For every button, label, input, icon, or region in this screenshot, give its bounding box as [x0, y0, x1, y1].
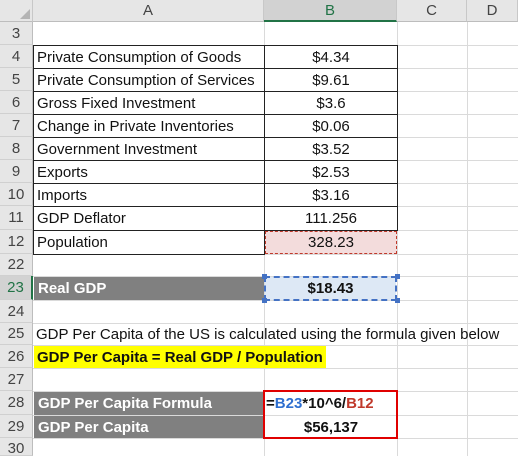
row-header[interactable]: 7	[0, 114, 33, 137]
result-value-cell[interactable]: $56,137	[303, 418, 359, 436]
table-value-cell[interactable]: $0.06	[264, 114, 398, 138]
column-header-a[interactable]: A	[33, 0, 264, 22]
real-gdp-value-cell[interactable]: $18.43	[265, 277, 396, 300]
selection-handle[interactable]	[262, 298, 267, 303]
table-value-cell[interactable]: 111.256	[264, 206, 398, 231]
formula-equals: =	[266, 395, 275, 412]
population-value-cell[interactable]: 328.23	[265, 231, 397, 254]
table-value-cell[interactable]: $9.61	[264, 68, 398, 92]
row-header[interactable]: 26	[0, 345, 33, 368]
table-label-cell[interactable]: Imports	[33, 183, 265, 207]
table-label-cell[interactable]: Private Consumption of Services	[33, 68, 265, 92]
table-value-cell[interactable]: $4.34	[264, 45, 398, 69]
reference-selection-outline	[264, 276, 397, 301]
table-value-cell[interactable]: $3.52	[264, 137, 398, 161]
column-header-c[interactable]: C	[397, 0, 467, 22]
row-header[interactable]: 8	[0, 137, 33, 160]
row-header[interactable]: 3	[0, 22, 33, 45]
row-header[interactable]: 5	[0, 68, 33, 91]
formula-heading: GDP Per Capita = Real GDP / Population	[34, 346, 326, 368]
note-text: GDP Per Capita of the US is calculated u…	[36, 325, 500, 343]
row-header[interactable]: 12	[0, 230, 33, 254]
row-header[interactable]: 29	[0, 415, 33, 438]
column-header-b[interactable]: B	[264, 0, 397, 22]
table-label-cell[interactable]: GDP Deflator	[33, 206, 265, 231]
row-header[interactable]: 10	[0, 183, 33, 206]
formula-label-cell[interactable]: GDP Per Capita Formula	[34, 392, 264, 415]
row-header[interactable]: 27	[0, 368, 33, 391]
formula-ref-b12: B12	[346, 395, 374, 412]
row-header[interactable]: 22	[0, 254, 33, 276]
table-label-cell[interactable]: Population	[33, 230, 265, 255]
table-value-cell[interactable]: $3.16	[264, 183, 398, 207]
row-header[interactable]: 11	[0, 206, 33, 230]
row-header[interactable]: 4	[0, 45, 33, 68]
formula-operator: *10^6/	[302, 395, 347, 412]
formula-ref-b23: B23	[274, 395, 303, 412]
row-header[interactable]: 25	[0, 323, 33, 345]
selection-handle[interactable]	[395, 274, 400, 279]
table-label-cell[interactable]: Government Investment	[33, 137, 265, 161]
row-header[interactable]: 9	[0, 160, 33, 183]
table-value-cell[interactable]: $2.53	[264, 160, 398, 184]
selection-handle[interactable]	[262, 274, 267, 279]
table-label-cell[interactable]: Change in Private Inventories	[33, 114, 265, 138]
formula-cell[interactable]: = B23 *10^6/B12	[266, 392, 396, 415]
row-header[interactable]: 6	[0, 91, 33, 114]
result-label-cell[interactable]: GDP Per Capita	[34, 416, 264, 438]
highlight-outline	[263, 390, 398, 439]
column-header-d[interactable]: D	[467, 0, 518, 22]
row-header[interactable]: 24	[0, 300, 33, 323]
table-label-cell[interactable]: Exports	[33, 160, 265, 184]
table-value-cell[interactable]: $3.6	[264, 91, 398, 115]
table-label-cell[interactable]: Private Consumption of Goods	[33, 45, 265, 69]
table-label-cell[interactable]: Gross Fixed Investment	[33, 91, 265, 115]
selection-handle[interactable]	[395, 298, 400, 303]
row-header[interactable]: 28	[0, 391, 33, 415]
select-all-corner[interactable]	[0, 0, 33, 22]
row-header[interactable]: 30	[0, 438, 33, 457]
row-header-selected[interactable]: 23	[0, 276, 33, 300]
real-gdp-label-cell[interactable]: Real GDP	[34, 277, 264, 300]
